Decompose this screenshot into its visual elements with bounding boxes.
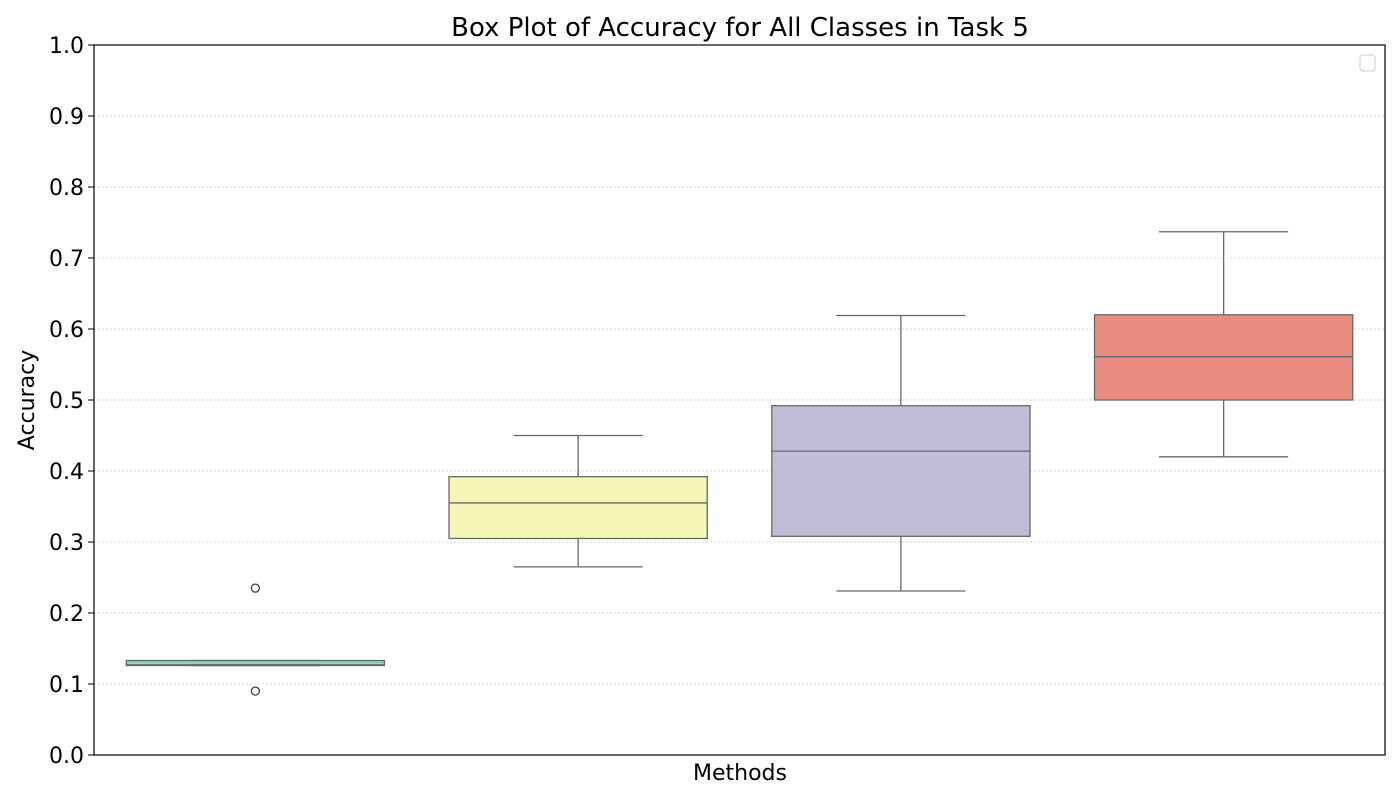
box-4: [1093, 231, 1354, 458]
boxes: [125, 231, 1354, 696]
iqr-box: [771, 405, 1031, 537]
box-2: [448, 434, 708, 568]
chart-title: Box Plot of Accuracy for All Classes in …: [451, 13, 1029, 43]
y-tick-label: 0.2: [49, 602, 84, 627]
y-tick-label: 0.3: [49, 531, 84, 556]
iqr-box: [1093, 314, 1354, 401]
y-axis-ticks: 0.0 0.1 0.2 0.3 0.4 0.5 0.6 0.7 0.8 0.9 1.0: [49, 34, 94, 769]
y-tick-label: 0.9: [49, 105, 84, 130]
y-tick-label: 0.5: [49, 389, 84, 414]
outlier-point: [250, 686, 261, 696]
iqr-box: [448, 476, 708, 540]
x-axis-label: Methods: [693, 761, 787, 786]
gridlines: [94, 115, 1385, 685]
y-axis-label: Accuracy: [15, 350, 40, 450]
y-tick-label: 0.4: [49, 460, 84, 485]
box-3: [771, 314, 1031, 592]
iqr-box: [125, 659, 386, 667]
y-tick-label: 0.7: [49, 247, 84, 272]
outlier-point: [250, 583, 261, 593]
box-1: [125, 583, 386, 696]
y-tick-label: 1.0: [49, 34, 84, 59]
y-tick-label: 0.0: [49, 744, 84, 769]
y-tick-label: 0.6: [49, 318, 84, 343]
legend-box: [1359, 54, 1376, 72]
y-tick-label: 0.8: [49, 176, 84, 201]
y-tick-label: 0.1: [49, 673, 84, 698]
